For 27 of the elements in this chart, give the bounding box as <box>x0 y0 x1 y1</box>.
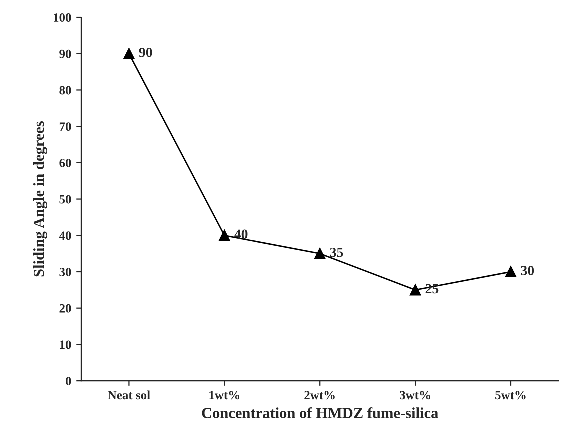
y-tick-label: 100 <box>54 14 72 22</box>
y-tick-label: 70 <box>60 122 72 132</box>
x-tick-label: 5wt% <box>496 391 526 400</box>
x-tick-label: 2wt% <box>304 391 335 400</box>
y-tick-label: 30 <box>60 268 72 276</box>
point <box>314 248 326 260</box>
y-tick-label: 40 <box>59 232 72 240</box>
y-tick-label: 50 <box>60 195 72 204</box>
y-tick-label: 60 <box>60 158 72 168</box>
y-axis-title: Sliding Angle in degrees <box>33 121 48 277</box>
data-label: 30 <box>521 266 534 276</box>
y-tick-label: 80 <box>60 86 72 95</box>
point <box>124 48 135 60</box>
point <box>410 284 422 296</box>
x-tick-label: 3wt% <box>400 391 430 400</box>
y-tick-label: 90 <box>60 50 72 58</box>
y-tick-label: 0 <box>66 377 72 386</box>
point <box>219 230 230 242</box>
data-label: 90 <box>139 48 152 58</box>
data-label: 40 <box>234 230 248 240</box>
y-tick-label: 10 <box>60 340 72 350</box>
x-axis-title: Concentration of HMDZ fume-silica <box>202 408 438 418</box>
x-tick-label: Neat sol <box>108 390 150 400</box>
data-label: 35 <box>330 248 344 258</box>
y-tick-label: 20 <box>60 304 72 313</box>
x-tick-label: 1wt% <box>210 391 240 400</box>
point <box>505 266 517 278</box>
